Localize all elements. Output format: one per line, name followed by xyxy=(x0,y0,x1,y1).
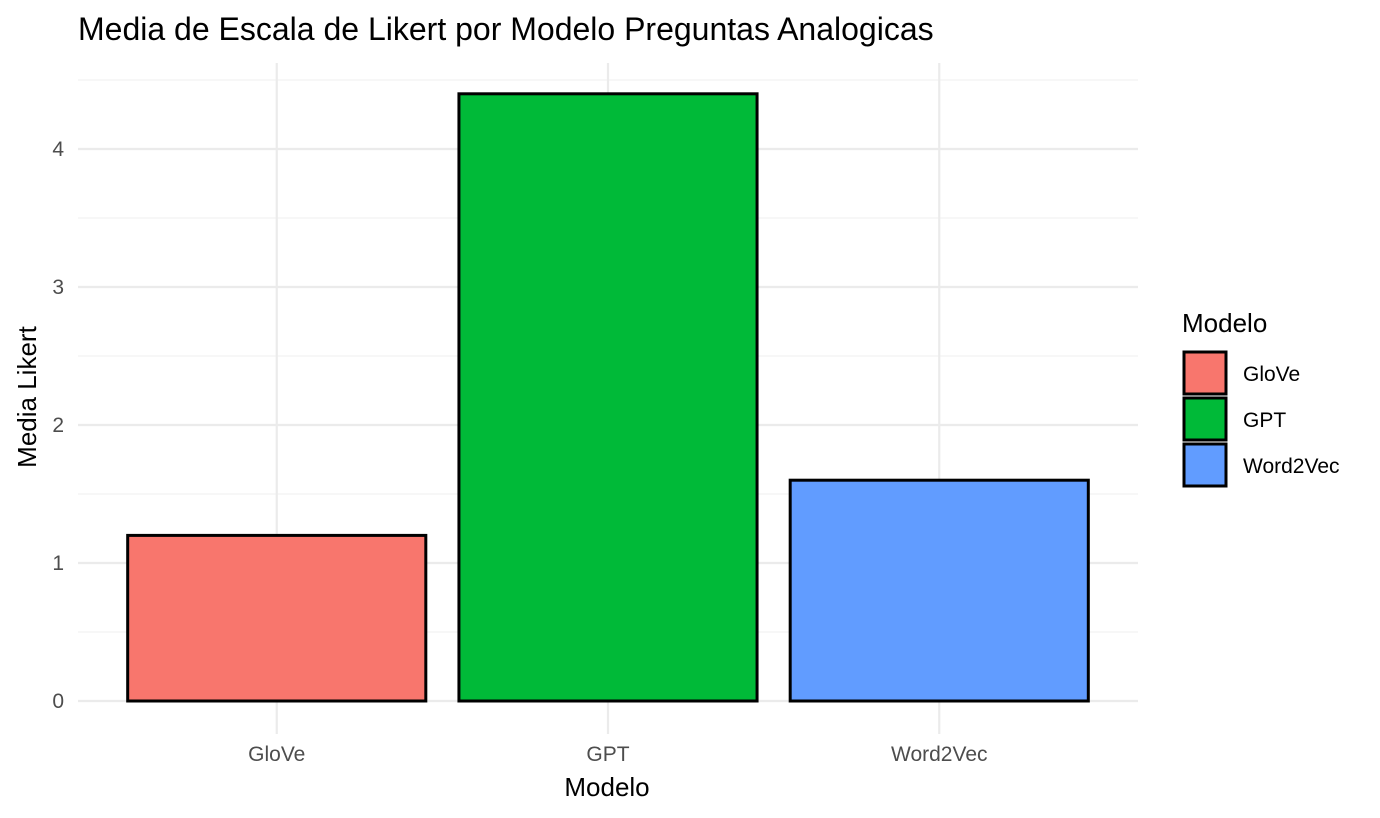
x-axis-ticks: GloVe GPT Word2Vec xyxy=(248,743,987,766)
chart-title: Media de Escala de Likert por Modelo Pre… xyxy=(78,11,934,47)
y-axis-ticks: 0 1 2 3 4 xyxy=(52,138,64,713)
legend-key-gpt xyxy=(1182,396,1228,442)
bar-glove xyxy=(126,533,428,703)
legend: Modelo GloVe GPT Word2Vec xyxy=(1182,308,1340,488)
legend-key-glove xyxy=(1182,350,1228,396)
y-tick-label: 0 xyxy=(52,690,64,713)
x-tick-label: GPT xyxy=(586,743,629,766)
y-tick-label: 3 xyxy=(52,276,64,299)
bar-gpt xyxy=(457,92,759,703)
legend-key-word2vec xyxy=(1182,442,1228,488)
x-tick-label: GloVe xyxy=(248,743,305,766)
y-tick-label: 1 xyxy=(52,552,64,575)
legend-label: Word2Vec xyxy=(1243,455,1340,478)
y-tick-label: 2 xyxy=(52,414,64,437)
x-tick-label: Word2Vec xyxy=(891,743,988,766)
bars xyxy=(126,92,1090,703)
legend-title: Modelo xyxy=(1182,308,1267,338)
legend-label: GPT xyxy=(1243,409,1286,432)
x-axis-title: Modelo xyxy=(564,772,649,802)
legend-label: GloVe xyxy=(1243,363,1300,386)
y-axis-title: Media Likert xyxy=(12,325,42,467)
bar-word2vec xyxy=(788,478,1090,703)
y-tick-label: 4 xyxy=(52,138,64,161)
